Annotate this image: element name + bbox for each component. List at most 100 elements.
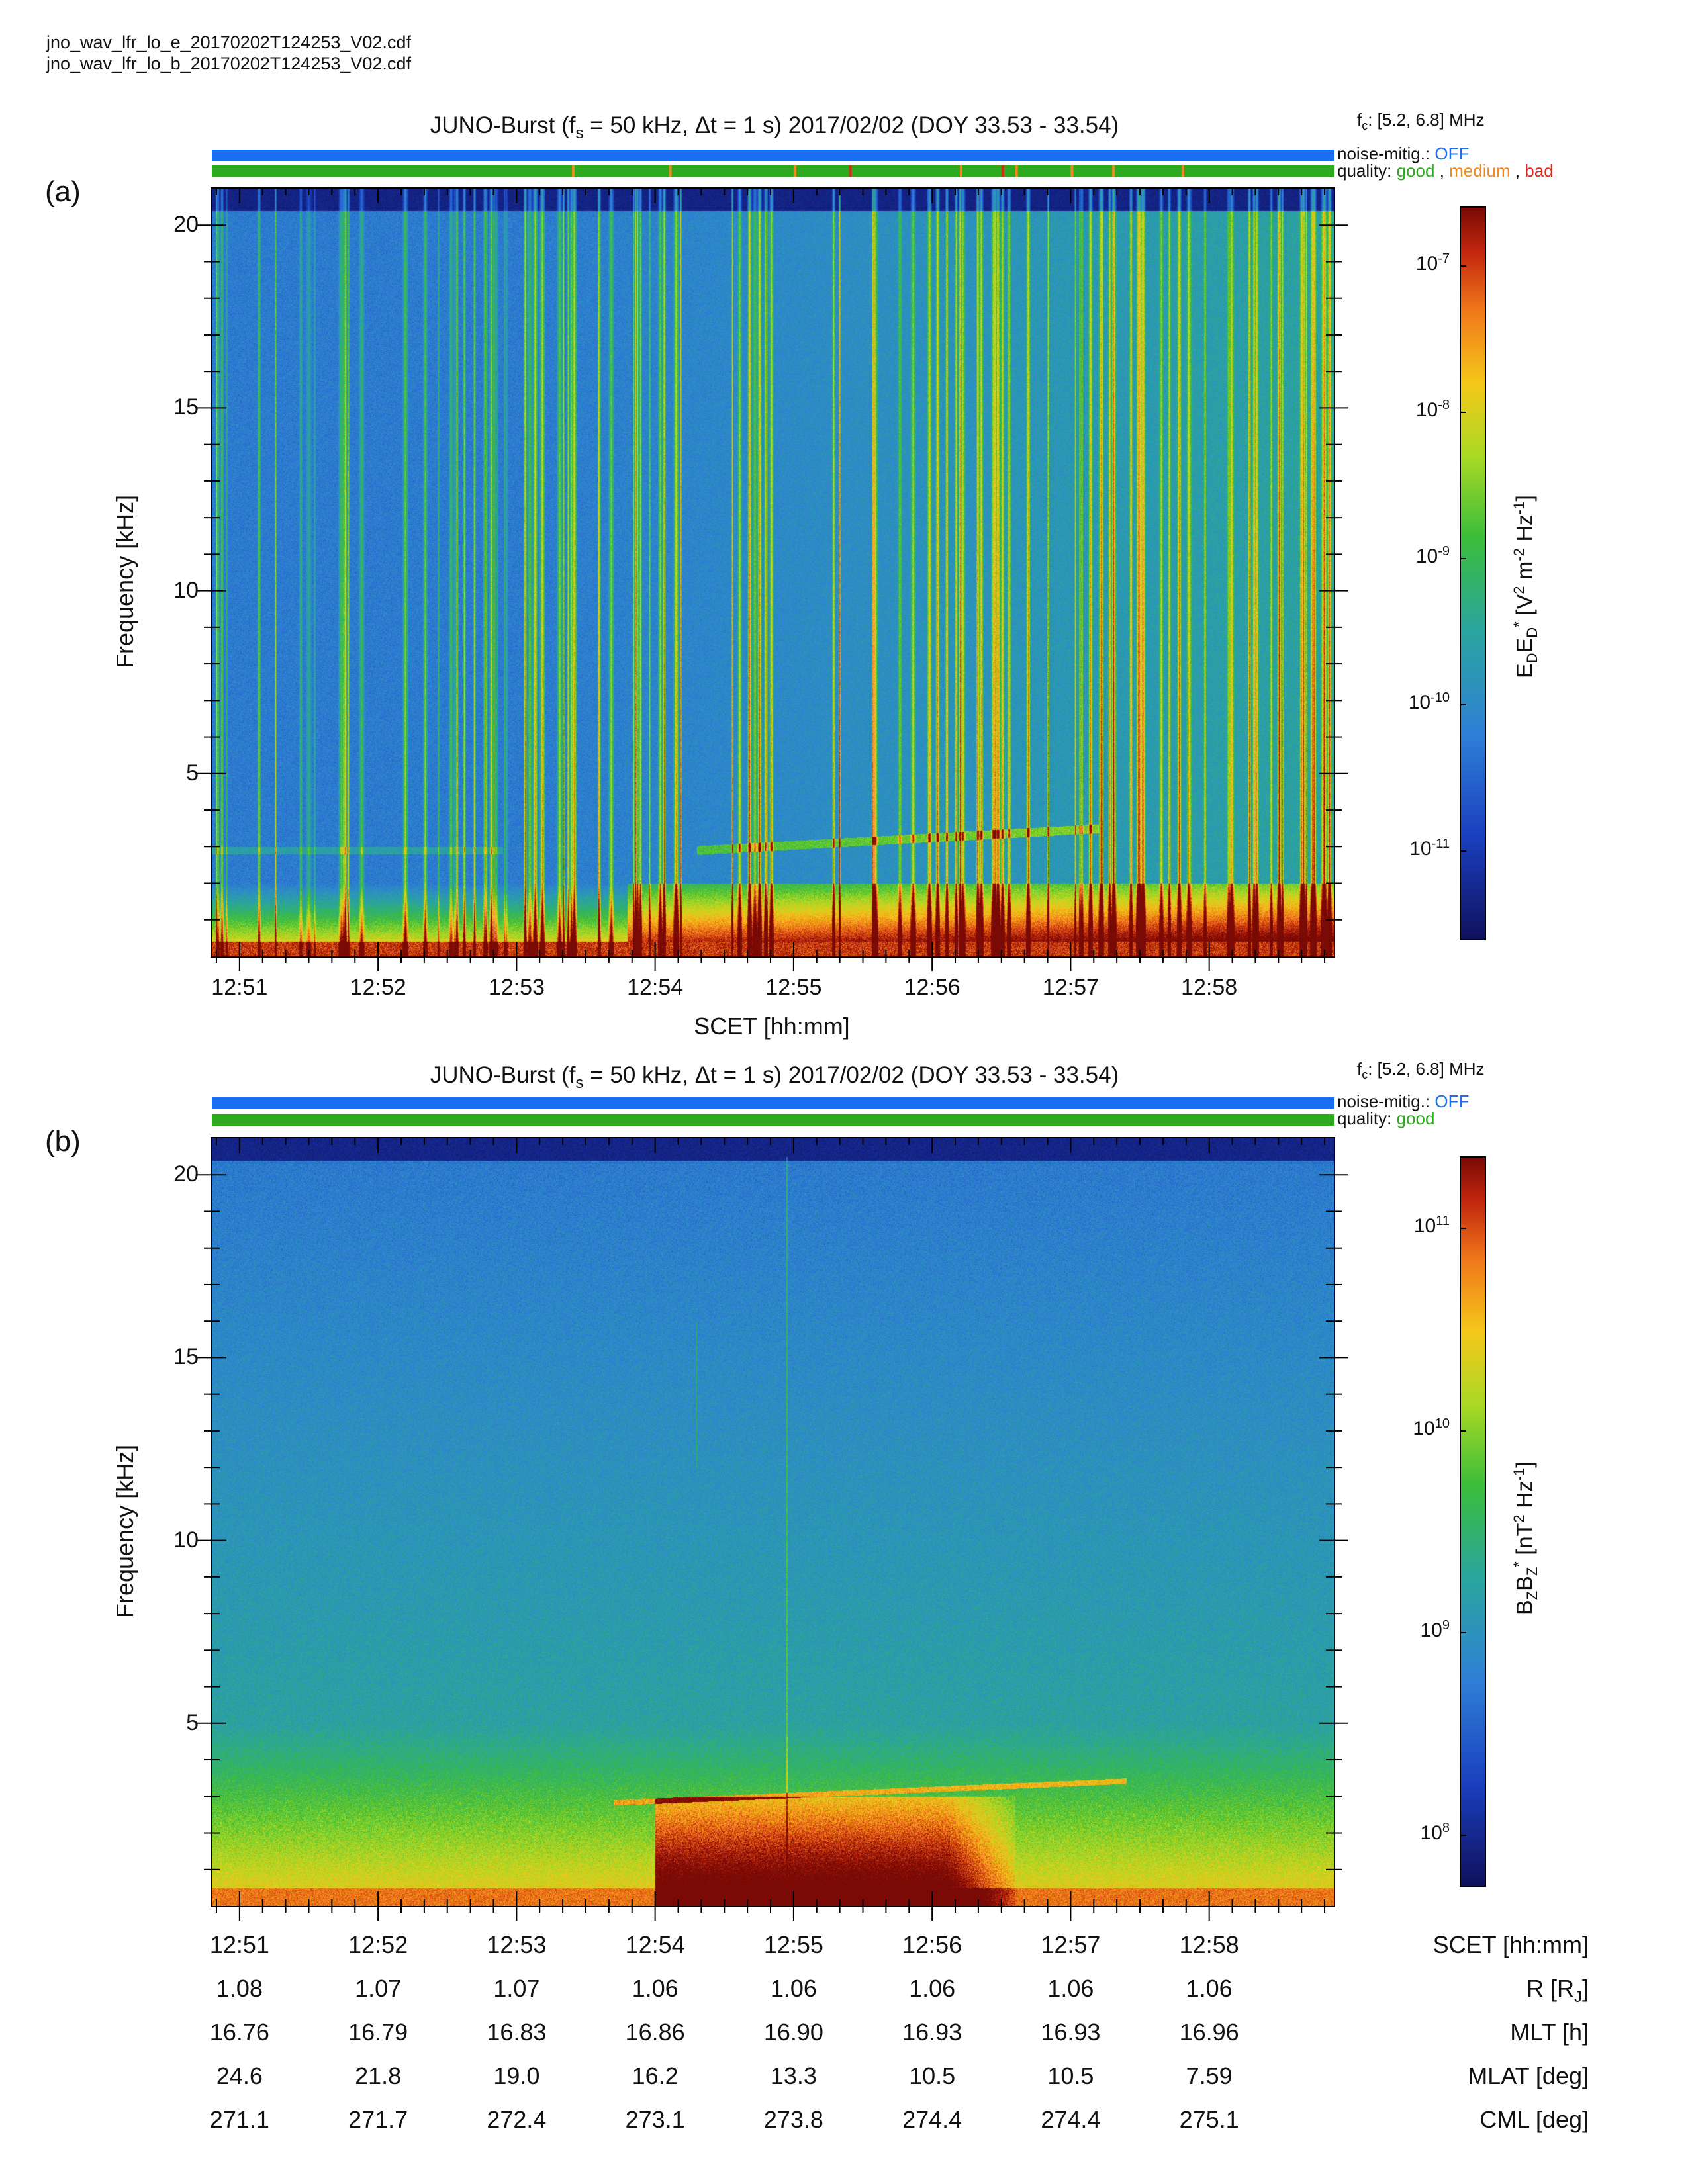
- colorbar-tick: [1461, 412, 1466, 414]
- ephemeris-value: 12:53: [487, 1931, 547, 1958]
- ephemeris-value: 1.06: [770, 1975, 817, 2002]
- x-tick-label: 12:51: [211, 975, 268, 1000]
- panel-a-colorbar: [1460, 206, 1486, 940]
- spectrogram-b-canvas: [212, 1138, 1334, 1906]
- panel-b-y-label: Frequency [kHz]: [111, 1444, 138, 1618]
- spectrogram-a-canvas: [212, 189, 1334, 956]
- ephemeris-value: 272.4: [487, 2106, 547, 2133]
- colorbar-tick: [1461, 265, 1466, 267]
- colorbar-tick-label: 108: [1420, 1820, 1450, 1844]
- panel-b-noise-bar: [212, 1097, 1334, 1109]
- ephemeris-value: 19.0: [493, 2062, 540, 2089]
- quality-flag-medium: [1112, 165, 1115, 177]
- ephemeris-value: 12:56: [902, 1931, 962, 1958]
- quality-flag-bad: [849, 165, 852, 177]
- colorbar-tick: [1461, 558, 1466, 560]
- ephemeris-value: 1.08: [216, 1975, 263, 2002]
- ephemeris-value: 16.90: [763, 2019, 823, 2046]
- colorbar-tick: [1461, 704, 1466, 706]
- x-tick-label: 12:52: [350, 975, 406, 1000]
- ephemeris-value: 1.07: [493, 1975, 540, 2002]
- ephemeris-value: 274.4: [1041, 2106, 1101, 2133]
- colorbar-tick: [1461, 1834, 1466, 1836]
- y-tick-label: 5: [186, 760, 199, 786]
- ephemeris-value: 273.1: [625, 2106, 685, 2133]
- ephemeris-value: 1.06: [1047, 1975, 1094, 2002]
- colorbar-tick-label: 10-9: [1415, 544, 1450, 568]
- ephemeris-value: 275.1: [1179, 2106, 1239, 2133]
- panel-b-colorbar: [1460, 1156, 1486, 1887]
- quality-flag-medium: [1181, 165, 1184, 177]
- file-name-e: jno_wav_lfr_lo_e_20170202T124253_V02.cdf: [46, 32, 411, 52]
- quality-flag-medium: [793, 165, 796, 177]
- panel-b-quality-status: quality: good: [1337, 1109, 1435, 1128]
- quality-flag-bar-svg: [212, 165, 1334, 177]
- ephemeris-value: 1.06: [632, 1975, 679, 2002]
- ephemeris-value: 1.06: [909, 1975, 956, 2002]
- panel-a-y-label: Frequency [kHz]: [111, 494, 138, 668]
- ephemeris-value: 21.8: [355, 2062, 402, 2089]
- ephemeris-row-label: SCET [hh:mm]: [1432, 1931, 1589, 1958]
- panel-a-noise-bar: [212, 150, 1334, 161]
- ephemeris-value: 16.83: [487, 2019, 547, 2046]
- ephemeris-value: 24.6: [216, 2062, 263, 2089]
- ephemeris-value: 16.86: [625, 2019, 685, 2046]
- ephemeris-row-label: R [RJ]: [1526, 1975, 1589, 2007]
- quality-bar-good: [212, 165, 1334, 177]
- panel-b-fc: fc: [5.2, 6.8] MHz: [1357, 1059, 1485, 1082]
- x-tick-label: 12:55: [765, 975, 822, 1000]
- quality-flag-medium: [1070, 165, 1074, 177]
- colorbar-tick-label: 109: [1420, 1618, 1450, 1642]
- ephemeris-value: 1.07: [355, 1975, 402, 2002]
- colorbar-tick-label: 1010: [1413, 1416, 1450, 1439]
- quality-flag-medium: [960, 165, 962, 177]
- panel-a-quality-status: quality: good , medium , bad: [1337, 161, 1554, 181]
- ephemeris-value: 16.96: [1179, 2019, 1239, 2046]
- colorbar-tick: [1461, 1632, 1466, 1634]
- panel-b-title: JUNO-Burst (fs = 50 kHz, Δt = 1 s) 2017/…: [430, 1062, 1119, 1092]
- ephemeris-value: 12:55: [763, 1931, 823, 1958]
- panel-a-x-label: SCET [hh:mm]: [694, 1013, 850, 1040]
- file-name-b: jno_wav_lfr_lo_b_20170202T124253_V02.cdf: [46, 54, 411, 73]
- panel-a-fc: fc: [5.2, 6.8] MHz: [1357, 110, 1485, 133]
- colorbar-tick-label: 10-11: [1409, 837, 1450, 860]
- x-tick-label: 12:57: [1042, 975, 1099, 1000]
- y-tick-label: 5: [186, 1709, 199, 1735]
- panel-b-quality-bar: [212, 1114, 1334, 1126]
- colorbar-tick-label: 10-10: [1408, 690, 1450, 714]
- panel-b-noise-status: noise-mitig.: OFF: [1337, 1091, 1470, 1111]
- panel-a-title: JUNO-Burst (fs = 50 kHz, Δt = 1 s) 2017/…: [430, 113, 1119, 142]
- ephemeris-value: 274.4: [902, 2106, 962, 2133]
- ephemeris-value: 7.59: [1186, 2062, 1233, 2089]
- ephemeris-row-label: CML [deg]: [1479, 2106, 1589, 2133]
- y-tick-label: 20: [173, 1161, 199, 1187]
- y-tick-label: 10: [173, 1527, 199, 1553]
- ephemeris-value: 13.3: [770, 2062, 817, 2089]
- panel-a-noise-status: noise-mitig.: OFF: [1337, 144, 1470, 163]
- panel-a-colorbar-label: EDED* [V2 m-2 Hz-1]: [1511, 495, 1541, 678]
- ephemeris-row-label: MLT [h]: [1510, 2019, 1589, 2046]
- panel-a-label: (a): [45, 175, 81, 208]
- panel-a-quality-bar: [212, 165, 1334, 177]
- quality-flag-medium: [1015, 165, 1018, 177]
- ephemeris-value: 16.76: [209, 2019, 269, 2046]
- panel-b-colorbar-label: BZBZ* [nT2 Hz-1]: [1511, 1461, 1541, 1615]
- y-tick-label: 15: [173, 394, 199, 420]
- ephemeris-value: 12:54: [625, 1931, 685, 1958]
- colorbar-tick-label: 10-7: [1415, 251, 1450, 275]
- ephemeris-value: 16.93: [902, 2019, 962, 2046]
- ephemeris-value: 16.2: [632, 2062, 679, 2089]
- ephemeris-value: 12:52: [348, 1931, 408, 1958]
- ephemeris-value: 12:58: [1179, 1931, 1239, 1958]
- x-tick-label: 12:53: [488, 975, 545, 1000]
- ephemeris-value: 10.5: [909, 2062, 956, 2089]
- panel-b-spectrogram: [211, 1137, 1335, 1907]
- ephemeris-value: 12:57: [1041, 1931, 1101, 1958]
- y-tick-label: 15: [173, 1344, 199, 1370]
- ephemeris-value: 10.5: [1047, 2062, 1094, 2089]
- x-tick-label: 12:54: [627, 975, 684, 1000]
- colorbar-tick-label: 10-8: [1415, 398, 1450, 422]
- quality-flag-medium: [669, 165, 672, 177]
- panel-a-spectrogram: [211, 187, 1335, 958]
- ephemeris-value: 271.1: [209, 2106, 269, 2133]
